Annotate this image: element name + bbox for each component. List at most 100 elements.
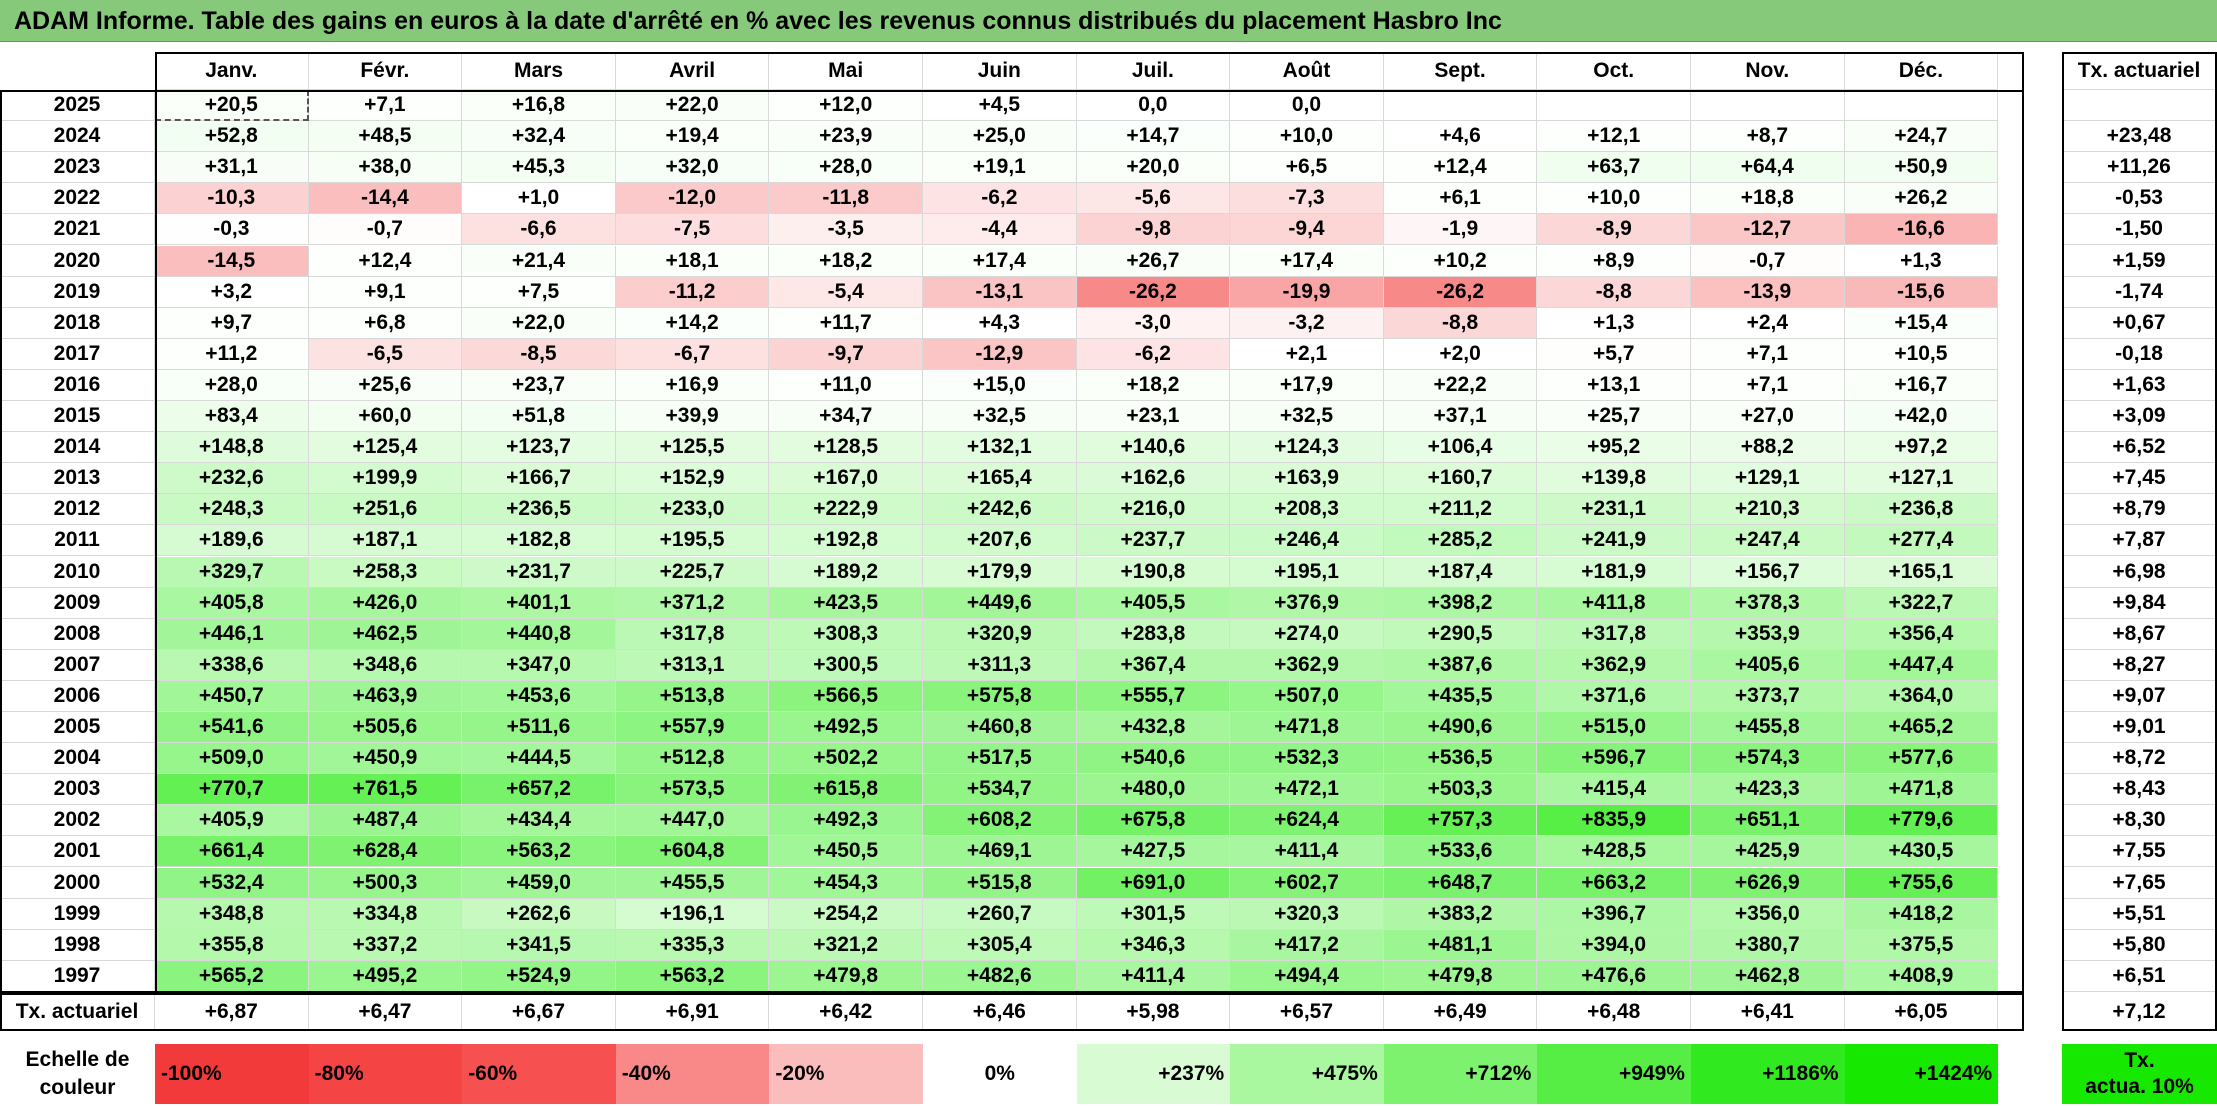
color-scale-step: -20%: [769, 1044, 923, 1104]
table-cell: +355,8: [155, 929, 309, 961]
table-cell: -9,4: [1230, 214, 1384, 246]
table-cell: +189,6: [155, 525, 309, 557]
table-cell: [1691, 90, 1845, 122]
annual-rate-cell: +5,51: [2062, 898, 2217, 930]
table-cell: +125,4: [308, 432, 463, 464]
table-cell: +541,6: [155, 712, 309, 744]
table-cell: +362,9: [1537, 649, 1691, 681]
annual-scale-line: actua. 10%: [2085, 1075, 2194, 1098]
table-cell: -5,6: [1076, 183, 1231, 215]
annual-rate-cell: +9,01: [2062, 712, 2217, 744]
table-cell: +22,2: [1383, 369, 1538, 401]
table-cell: +16,7: [1844, 369, 1999, 401]
table-cell: +532,4: [155, 867, 309, 899]
table-cell: +23,9: [769, 121, 923, 153]
table-cell: +52,8: [155, 121, 309, 153]
table-cell: +376,9: [1230, 587, 1384, 619]
table-cell: +465,2: [1844, 712, 1999, 744]
table-cell: +757,3: [1383, 805, 1538, 837]
table-cell: +430,5: [1844, 836, 1999, 868]
table-cell: +4,6: [1383, 121, 1538, 153]
year-label: 2010: [0, 556, 155, 588]
table-cell: +574,3: [1691, 743, 1845, 775]
table-cell: +18,8: [1691, 183, 1845, 215]
table-cell: +10,2: [1383, 245, 1538, 277]
table-cell: +48,5: [308, 121, 463, 153]
table-cell: +405,9: [155, 805, 309, 837]
table-cell: +761,5: [308, 774, 463, 806]
table-cell: +300,5: [769, 649, 923, 681]
table-cell: +242,6: [923, 494, 1077, 526]
table-cell: +356,0: [1691, 898, 1845, 930]
table-cell: +411,4: [1230, 836, 1384, 868]
table-cell: -16,6: [1844, 214, 1999, 246]
table-cell: +346,3: [1076, 929, 1231, 961]
table-cell: +15,4: [1844, 307, 1999, 339]
table-cell: +524,9: [462, 960, 616, 992]
table-cell: +210,3: [1691, 494, 1845, 526]
table-cell: +479,8: [1383, 960, 1538, 992]
table-cell: +411,4: [1076, 960, 1231, 992]
table-cell: +5,7: [1537, 338, 1691, 370]
table-cell: +500,3: [308, 867, 463, 899]
footer-cell: +6,47: [308, 993, 463, 1031]
year-label: 2017: [0, 338, 155, 370]
table-cell: +274,0: [1230, 618, 1384, 650]
table-cell: +573,5: [615, 774, 770, 806]
footer-cell: +6,91: [615, 993, 770, 1031]
table-cell: +10,0: [1537, 183, 1691, 215]
table-cell: +26,7: [1076, 245, 1231, 277]
table-cell: +476,6: [1537, 960, 1691, 992]
annual-rate-cell: +6,51: [2062, 960, 2217, 992]
table-cell: +532,3: [1230, 743, 1384, 775]
table-cell: +88,2: [1691, 432, 1845, 464]
table-cell: +28,0: [769, 152, 923, 184]
table-cell: +577,6: [1844, 743, 1999, 775]
table-cell: +305,4: [923, 929, 1077, 961]
table-cell: -15,6: [1844, 276, 1999, 308]
table-cell: +311,3: [923, 649, 1077, 681]
table-cell: -7,5: [615, 214, 770, 246]
table-cell: +313,1: [615, 649, 770, 681]
table-cell: +779,6: [1844, 805, 1999, 837]
table-cell: -19,9: [1230, 276, 1384, 308]
table-cell: -6,7: [615, 338, 770, 370]
table-cell: +455,8: [1691, 712, 1845, 744]
table-cell: +14,2: [615, 307, 770, 339]
table-cell: +27,0: [1691, 401, 1845, 433]
table-cell: +479,8: [769, 960, 923, 992]
table-cell: +39,9: [615, 401, 770, 433]
annual-rate-cell: +0,67: [2062, 307, 2217, 339]
table-cell: +231,7: [462, 556, 616, 588]
table-cell: +9,7: [155, 307, 309, 339]
legend-label: Echelle de couleur: [0, 1046, 155, 1102]
year-label: 2020: [0, 245, 155, 277]
table-cell: +233,0: [615, 494, 770, 526]
table-cell: +348,8: [155, 898, 309, 930]
table-cell: +450,5: [769, 836, 923, 868]
annual-rate-cell: +8,79: [2062, 494, 2217, 526]
table-cell: +495,2: [308, 960, 463, 992]
table-cell: +187,1: [308, 525, 463, 557]
month-header: Nov.: [1691, 52, 1845, 90]
table-cell: [1844, 90, 1999, 122]
table-cell: +418,2: [1844, 898, 1999, 930]
table-cell: +450,9: [308, 743, 463, 775]
table-cell: +338,6: [155, 649, 309, 681]
table-cell: +373,7: [1691, 680, 1845, 712]
table-cell: +455,5: [615, 867, 770, 899]
table-cell: +160,7: [1383, 463, 1538, 495]
table-cell: +195,1: [1230, 556, 1384, 588]
table-cell: +247,4: [1691, 525, 1845, 557]
table-cell: +371,6: [1537, 680, 1691, 712]
table-cell: +182,8: [462, 525, 616, 557]
annual-rate-cell: +8,67: [2062, 618, 2217, 650]
table-cell: +277,4: [1844, 525, 1999, 557]
table-cell: -8,8: [1383, 307, 1538, 339]
table-cell: +18,2: [1076, 369, 1231, 401]
annual-rate-cell: +8,43: [2062, 774, 2217, 806]
table-cell: +322,7: [1844, 587, 1999, 619]
table-cell: +492,5: [769, 712, 923, 744]
table-cell: -6,2: [1076, 338, 1231, 370]
table-cell: +2,4: [1691, 307, 1845, 339]
